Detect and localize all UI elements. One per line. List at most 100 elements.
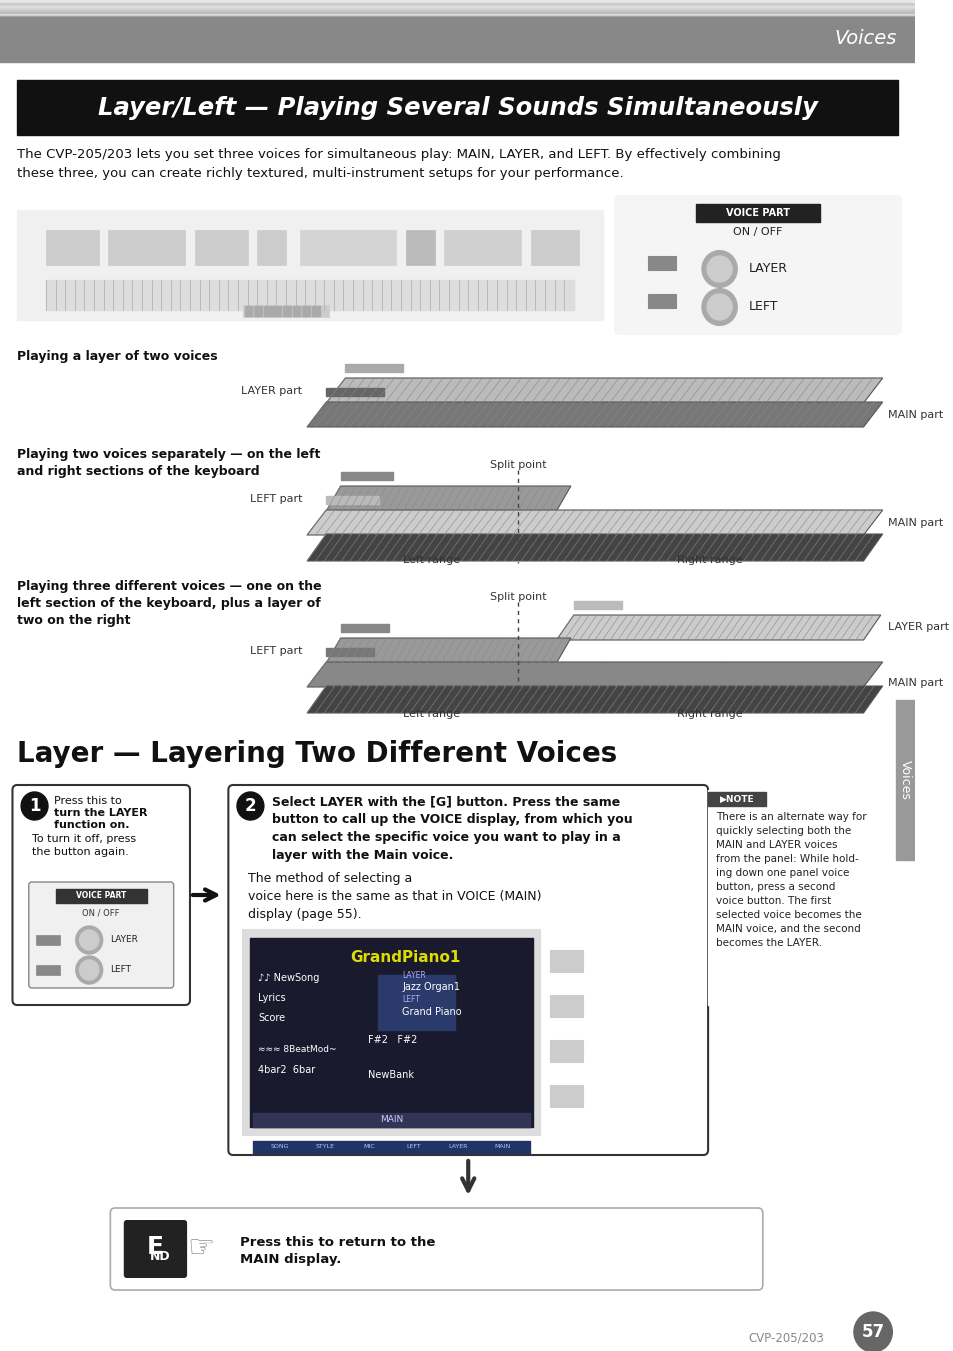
Circle shape [21,792,48,820]
Text: LAYER: LAYER [111,935,138,944]
Text: MIC: MIC [363,1144,375,1150]
Bar [707,790,899,1005]
Text: ♪♪ NewSong: ♪♪ NewSong [258,973,319,984]
FancyBboxPatch shape [12,785,190,1005]
Text: VOICE PART: VOICE PART [725,208,789,218]
Text: Playing a layer of two voices: Playing a layer of two voices [17,350,217,363]
Text: ND: ND [150,1251,171,1263]
Polygon shape [307,509,882,535]
Text: MAIN part: MAIN part [886,677,942,688]
Bar [0,18,914,62]
Polygon shape [556,615,880,640]
Bar [36,965,60,975]
Text: NewBank: NewBank [368,1070,414,1079]
Text: LAYER part: LAYER part [241,385,302,396]
Text: Right range: Right range [677,709,742,719]
Circle shape [75,957,103,984]
Text: Left range: Left range [403,555,460,565]
Bar [549,1040,582,1062]
Bar [695,204,820,222]
Bar [274,305,281,316]
Polygon shape [326,378,882,403]
Bar [0,8,914,9]
Bar [253,1142,529,1152]
Text: F#2   F#2: F#2 F#2 [368,1035,417,1046]
Text: ☞: ☞ [188,1235,215,1263]
FancyBboxPatch shape [29,882,173,988]
Bar [0,9,914,12]
Bar [0,3,914,5]
Text: 4bar2  6bar: 4bar2 6bar [258,1065,315,1075]
Text: turn the LAYER: turn the LAYER [53,808,147,817]
Bar [895,700,914,861]
Circle shape [853,1312,891,1351]
Text: LAYER: LAYER [448,1144,467,1150]
Text: Playing two voices separately — on the left
and right sections of the keyboard: Playing two voices separately — on the l… [17,449,320,478]
Text: E: E [147,1235,164,1259]
Bar [46,280,573,309]
Circle shape [706,255,731,282]
Bar [244,305,253,316]
Text: 2: 2 [244,797,256,815]
Bar [17,209,602,320]
Text: CVP-205/203: CVP-205/203 [747,1332,823,1344]
Bar [340,624,388,632]
Text: The CVP-205/203 lets you set three voices for simultaneous play: MAIN, LAYER, an: The CVP-205/203 lets you set three voice… [17,149,781,180]
Polygon shape [307,534,882,561]
Text: Right range: Right range [677,555,742,565]
Text: Split point: Split point [489,592,546,603]
Text: Press this to return to the: Press this to return to the [239,1236,435,1250]
Text: LEFT part: LEFT part [250,493,302,504]
Text: LEFT: LEFT [747,300,777,313]
Bar [251,938,532,1127]
Bar [647,295,676,308]
Text: To turn it off, press
the button again.: To turn it off, press the button again. [31,834,135,857]
Bar [0,5,914,8]
Polygon shape [307,403,882,427]
Circle shape [79,961,99,979]
Text: Select LAYER with the [G] button. Press the same
button to call up the VOICE dis: Select LAYER with the [G] button. Press … [272,794,632,862]
Bar [55,889,147,902]
Circle shape [706,295,731,320]
Text: GrandPiano1: GrandPiano1 [350,951,460,966]
Text: Layer/Left — Playing Several Sounds Simultaneously: Layer/Left — Playing Several Sounds Simu… [97,96,817,119]
Bar [312,305,319,316]
Bar [17,80,897,135]
Text: LEFT: LEFT [401,996,419,1005]
Bar [109,230,185,265]
Text: MAIN part: MAIN part [886,409,942,420]
Circle shape [75,925,103,954]
Bar [36,935,60,944]
Text: Press this to: Press this to [53,796,121,807]
Text: ▶NOTE: ▶NOTE [719,794,754,804]
Circle shape [701,251,736,286]
Text: LAYER: LAYER [401,970,425,979]
Text: MAIN: MAIN [379,1116,403,1124]
Text: function on.: function on. [53,820,129,830]
Bar [573,601,621,609]
Text: MAIN display.: MAIN display. [239,1252,341,1266]
Bar [300,230,395,265]
Bar [326,648,374,657]
Text: LAYER: LAYER [747,262,786,276]
Text: There is an alternate way for
quickly selecting both the
MAIN and LAYER voices
f: There is an alternate way for quickly se… [715,812,865,948]
Bar [0,14,914,16]
Text: Lyrics: Lyrics [258,993,286,1002]
FancyBboxPatch shape [228,785,707,1155]
Text: Voices: Voices [899,761,911,800]
Text: LEFT: LEFT [406,1144,420,1150]
Bar [549,1085,582,1106]
Bar [405,230,435,265]
Bar [444,230,520,265]
Text: Grand Piano: Grand Piano [401,1006,461,1017]
Bar [242,929,539,1135]
Text: ON / OFF: ON / OFF [82,908,119,917]
Text: SONG: SONG [271,1144,290,1150]
Bar [326,388,383,396]
FancyBboxPatch shape [124,1220,187,1278]
FancyBboxPatch shape [111,1208,762,1290]
Text: Left range: Left range [403,709,460,719]
Bar [326,496,378,504]
Text: Split point: Split point [489,459,546,470]
Bar [283,305,291,316]
